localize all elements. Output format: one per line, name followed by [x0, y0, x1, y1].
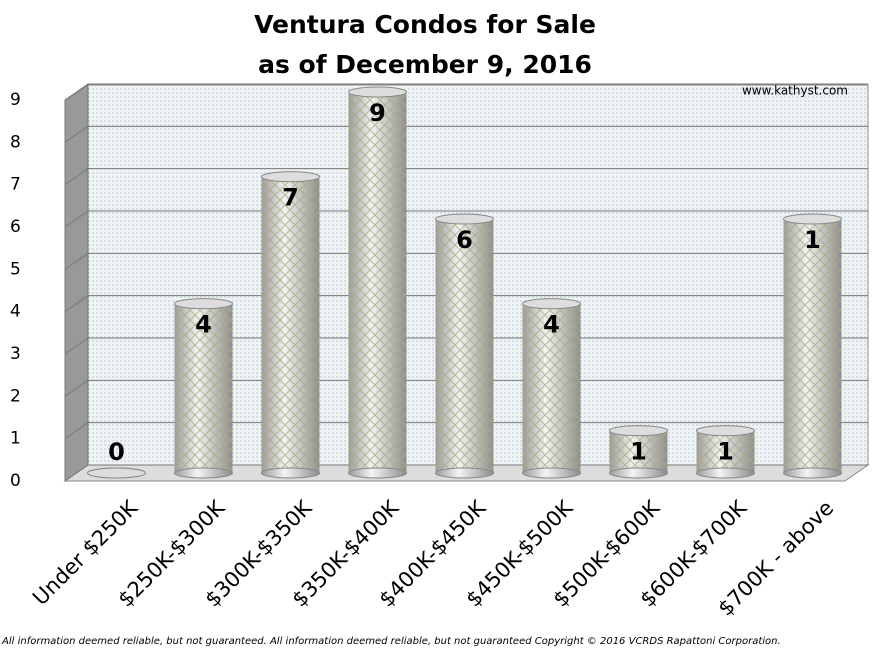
bar-hatch: [696, 430, 755, 473]
value-label: 9: [369, 99, 386, 127]
y-tick-label: 3: [10, 344, 21, 364]
value-label: 1: [630, 438, 647, 466]
y-tick-label: 0: [10, 471, 21, 491]
y-tick-label: 6: [10, 217, 21, 237]
grid-line: [64, 337, 868, 355]
bar-top: [522, 298, 581, 310]
grid-line: [64, 295, 868, 313]
y-tick-label: 9: [10, 90, 21, 110]
grid-line: [64, 422, 868, 440]
bar-top: [348, 86, 407, 98]
bar-top: [783, 213, 842, 225]
bar-top: [87, 467, 146, 479]
bar-base: [174, 467, 233, 479]
value-label: 1: [717, 438, 734, 466]
bar-hatch: [261, 176, 320, 473]
chart-subtitle: as of December 9, 2016: [258, 50, 592, 79]
grid-line: [64, 464, 868, 482]
value-label: 7: [282, 184, 299, 212]
value-label: 4: [543, 311, 560, 339]
y-tick-label: 8: [10, 132, 21, 152]
grid-line: [64, 125, 868, 143]
bar-base: [609, 467, 668, 479]
bar-top: [696, 425, 755, 437]
value-label: 6: [456, 226, 473, 254]
bar-hatch: [783, 219, 842, 473]
bar-hatch: [348, 92, 407, 473]
bar-base: [522, 467, 581, 479]
bar-hatch: [435, 219, 494, 473]
bar-top: [261, 171, 320, 183]
bar-top: [609, 425, 668, 437]
bar-base: [783, 467, 842, 479]
watermark: www.kathyst.com: [742, 84, 848, 98]
bar-top: [174, 298, 233, 310]
y-tick-label: 4: [10, 302, 21, 322]
grid-line: [64, 252, 868, 270]
y-tick-label: 1: [10, 429, 21, 449]
value-label: 4: [195, 311, 212, 339]
bar-base: [261, 467, 320, 479]
y-tick-label: 7: [10, 175, 21, 195]
chart-title: Ventura Condos for Sale: [254, 10, 596, 39]
grid-line: [64, 168, 868, 186]
side-wall: [64, 84, 89, 482]
value-label: 1: [804, 226, 821, 254]
grid-line: [64, 379, 868, 397]
bar-base: [348, 467, 407, 479]
bar-hatch: [174, 303, 233, 473]
y-tick-label: 5: [10, 259, 21, 279]
y-tick-label: 2: [10, 386, 21, 406]
footer: All information deemed reliable, but not…: [1, 636, 781, 647]
grid-line: [64, 83, 868, 101]
bar-hatch: [609, 430, 668, 473]
value-label: 0: [108, 438, 125, 466]
bar-base: [696, 467, 755, 479]
grid-line: [64, 210, 868, 228]
bar-top: [435, 213, 494, 225]
bar-base: [435, 467, 494, 479]
bar-hatch: [522, 303, 581, 473]
